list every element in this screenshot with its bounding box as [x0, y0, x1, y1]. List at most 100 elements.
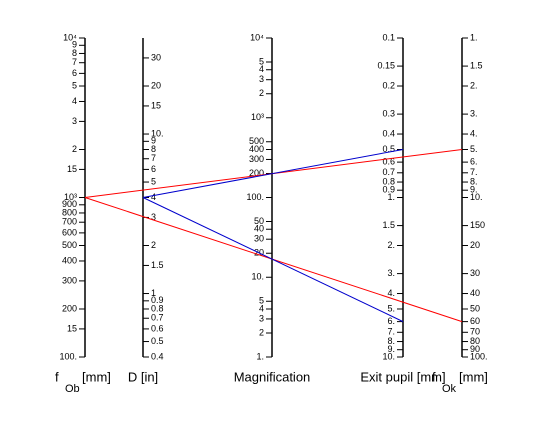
tick-label: 600 [62, 227, 77, 237]
tick-label: 0.6 [382, 156, 395, 166]
tick-label: 1. [387, 192, 395, 202]
tick-label: 5 [259, 296, 264, 306]
tick-label: 0.4 [382, 128, 395, 138]
tick-label: 3 [151, 212, 156, 222]
tick-label: 300 [62, 275, 77, 285]
tick-label: 0.5 [382, 144, 395, 154]
tick-label: 300 [249, 154, 264, 164]
tick-label: 3. [387, 268, 395, 278]
tick-label: 40 [470, 288, 480, 298]
tick-label: 0.5 [151, 336, 164, 346]
tick-label: 1.5 [382, 220, 395, 230]
tick-label: 9. [387, 344, 395, 354]
tick-label: 5 [259, 56, 264, 66]
tick-label: 4 [72, 96, 77, 106]
tick-label: 5. [387, 303, 395, 313]
tick-label: 400 [62, 255, 77, 265]
tick-label: 0.9 [382, 185, 395, 195]
tick-label: 100. [246, 192, 264, 202]
tick-label: 2. [470, 80, 478, 90]
tick-label: 4 [151, 192, 156, 202]
tick-label: 10. [151, 128, 164, 138]
tick-label: 40 [254, 224, 264, 234]
tick-label: 5 [151, 176, 156, 186]
tick-label: 100. [470, 351, 488, 361]
tick-label: 6 [72, 68, 77, 78]
tick-label: 0.2 [382, 80, 395, 90]
axis-title-sub: Ob [65, 383, 80, 395]
tick-label: 10. [251, 272, 264, 282]
tick-label: 9 [151, 136, 156, 146]
tick-label: 8. [470, 176, 478, 186]
tick-label: 9. [470, 185, 478, 195]
tick-label: 0.6 [151, 323, 164, 333]
tick-label: 60 [470, 316, 480, 326]
tick-label: 30 [151, 52, 161, 62]
tick-label: 10³ [251, 112, 264, 122]
tick-label: 10⁴ [250, 32, 264, 42]
tick-label: 200 [62, 303, 77, 313]
tick-label: 5 [72, 80, 77, 90]
axis-title: f [432, 369, 436, 384]
tick-label: 0.4 [151, 351, 164, 361]
tick-label: 1.5 [151, 260, 164, 270]
tick-label: 0.8 [382, 176, 395, 186]
tick-label: 6. [387, 316, 395, 326]
tick-label: 1. [470, 32, 478, 42]
tick-label: 10. [470, 192, 483, 202]
axis-title: Exit pupil [mm] [360, 369, 445, 384]
tick-label: 800 [62, 207, 77, 217]
tick-label: 500 [62, 240, 77, 250]
tick-label: 0.1 [382, 32, 395, 42]
axis-title-unit: [mm] [459, 369, 488, 384]
tick-label: 150 [470, 220, 485, 230]
tick-label: 6. [470, 156, 478, 166]
tick-label: 2. [387, 240, 395, 250]
tick-label: 0.8 [151, 303, 164, 313]
tick-label: 2 [151, 240, 156, 250]
tick-label: 1.5 [470, 60, 483, 70]
tick-label: 30 [470, 268, 480, 278]
tick-label: 7 [72, 57, 77, 67]
tick-label: 3 [259, 313, 264, 323]
isopleth [142, 197, 404, 323]
tick-label: 15 [67, 323, 77, 333]
tick-label: 0.9 [151, 295, 164, 305]
tick-label: 100. [59, 351, 77, 361]
tick-label: 7. [470, 167, 478, 177]
tick-label: 200 [249, 168, 264, 178]
tick-label: 0.7 [382, 167, 395, 177]
tick-label: 1 [151, 288, 156, 298]
tick-label: 15 [151, 100, 161, 110]
tick-label: 70 [470, 327, 480, 337]
tick-label: 8. [387, 336, 395, 346]
tick-label: 8 [72, 48, 77, 58]
axis-title-unit: [mm] [82, 369, 111, 384]
tick-label: 10. [382, 351, 395, 361]
tick-label: 400 [249, 144, 264, 154]
tick-label: 3. [470, 108, 478, 118]
tick-label: 4 [259, 64, 264, 74]
tick-label: 50 [470, 303, 480, 313]
tick-label: 50 [254, 216, 264, 226]
tick-label: 5. [470, 144, 478, 154]
tick-label: 3 [72, 116, 77, 126]
tick-label: 30 [254, 234, 264, 244]
tick-label: 0.15 [377, 60, 395, 70]
tick-label: 700 [62, 217, 77, 227]
tick-label: 900 [62, 199, 77, 209]
tick-label: 500 [249, 136, 264, 146]
tick-label: 80 [470, 336, 480, 346]
axis-title-sub: Ok [442, 383, 457, 395]
tick-label: 9 [72, 40, 77, 50]
tick-label: 8 [151, 144, 156, 154]
tick-label: 20 [151, 80, 161, 90]
tick-label: 4. [470, 128, 478, 138]
tick-label: 2 [72, 144, 77, 154]
tick-label: 4. [387, 288, 395, 298]
tick-label: 10³ [64, 192, 77, 202]
tick-label: 1. [256, 351, 264, 361]
tick-label: 7 [151, 153, 156, 163]
